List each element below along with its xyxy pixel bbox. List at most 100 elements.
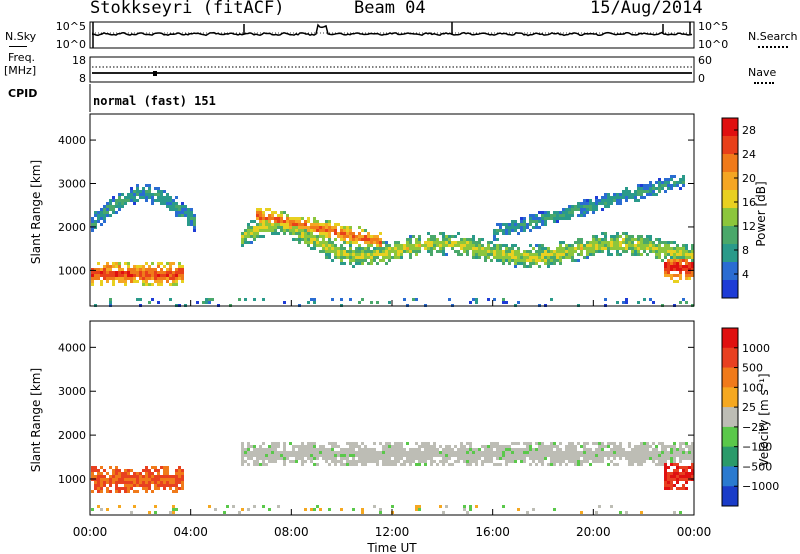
cell-1172 xyxy=(547,256,550,259)
cell-307 xyxy=(175,271,178,274)
cell-349 xyxy=(301,463,304,466)
cell-267 xyxy=(166,196,169,199)
cell-613 xyxy=(424,445,427,448)
cell-534 xyxy=(388,454,391,457)
cell-881 xyxy=(553,457,556,460)
cell-79 xyxy=(124,478,127,481)
cell-650 xyxy=(343,247,346,250)
cell-888 xyxy=(556,454,559,457)
cell-651 xyxy=(442,457,445,460)
cell-1537 xyxy=(658,238,661,241)
cell-1650 xyxy=(682,265,685,268)
cell-1047 xyxy=(511,253,514,256)
cell-377 xyxy=(244,241,247,244)
cell-380 xyxy=(316,454,319,457)
cell-825 xyxy=(529,442,532,445)
cell-988 xyxy=(493,298,496,301)
cell-868 xyxy=(547,463,550,466)
cell-1026 xyxy=(505,253,508,256)
cell-562 xyxy=(319,223,322,226)
cell-1278 xyxy=(580,253,583,256)
cell-1169 xyxy=(679,442,682,445)
cell-168 xyxy=(136,298,139,301)
cell-789 xyxy=(508,460,511,463)
cell-588 xyxy=(412,460,415,463)
cell-499 xyxy=(373,451,376,454)
cell-966 xyxy=(484,259,487,262)
cell-447 xyxy=(349,454,352,457)
cell-1285 xyxy=(583,244,586,247)
cell-327 xyxy=(292,445,295,448)
cell-522 xyxy=(385,442,388,445)
cell-936 xyxy=(580,451,583,454)
cell-430 xyxy=(340,508,343,511)
cell-502 xyxy=(373,460,376,463)
cell-964 xyxy=(595,442,598,445)
cell-139 xyxy=(148,511,151,514)
cell-84 xyxy=(112,274,115,277)
cell-1375 xyxy=(610,241,613,244)
cell-1063 xyxy=(517,226,520,229)
cell-244 xyxy=(157,283,160,286)
cell-1020 xyxy=(622,448,625,451)
cell-627 xyxy=(430,448,433,451)
cell-421 xyxy=(337,451,340,454)
cell-76 xyxy=(112,196,115,199)
cell-1204 xyxy=(559,217,562,220)
cell-1059 xyxy=(640,460,643,463)
cell-49 xyxy=(103,274,106,277)
cell-311 xyxy=(175,283,178,286)
cell-1111 xyxy=(532,214,535,217)
cell-380 xyxy=(247,226,250,229)
cell-335 xyxy=(184,205,187,208)
cell-742 xyxy=(370,256,373,259)
cell-799 xyxy=(394,253,397,256)
cell-86 xyxy=(127,475,130,478)
cell-400 xyxy=(256,214,259,217)
cell-306 xyxy=(277,454,280,457)
cell-1266 xyxy=(577,259,580,262)
cell-835 xyxy=(415,238,418,241)
cell-752 xyxy=(373,256,376,259)
cell-1148 xyxy=(541,244,544,247)
cell-270 xyxy=(262,448,265,451)
cell-1661 xyxy=(685,268,688,271)
cell-206 xyxy=(148,196,151,199)
cell-1091 xyxy=(658,442,661,445)
cell-1215 xyxy=(562,214,565,217)
cell-450 xyxy=(274,229,277,232)
cell-642 xyxy=(436,463,439,466)
cell-74 xyxy=(121,481,124,484)
cell-1623 xyxy=(676,274,679,277)
cell-1190 xyxy=(682,475,685,478)
cell-264 xyxy=(259,448,262,451)
cell-913 xyxy=(568,457,571,460)
cell-32 xyxy=(100,214,103,217)
cell-1400 xyxy=(619,193,622,196)
cell-389 xyxy=(250,235,253,238)
cell-996 xyxy=(610,448,613,451)
cell-103 xyxy=(118,262,121,265)
cell-1415 xyxy=(622,247,625,250)
cell-653 xyxy=(343,256,346,259)
cell-1540 xyxy=(658,247,661,250)
cell-552 xyxy=(313,298,316,301)
cell-1060 xyxy=(640,463,643,466)
cell-1212 xyxy=(688,472,691,475)
cell-948 xyxy=(586,442,589,445)
cell-802 xyxy=(397,244,400,247)
cell-569 xyxy=(403,451,406,454)
cell-1574 xyxy=(667,250,670,253)
cell-368 xyxy=(310,460,313,463)
cell-856 xyxy=(541,457,544,460)
cell-207 xyxy=(148,265,151,268)
cell-301 xyxy=(175,202,178,205)
cell-869 xyxy=(433,244,436,247)
cell-840 xyxy=(415,253,418,256)
cell-80 xyxy=(112,211,115,214)
cell-763 xyxy=(376,301,379,304)
cell-718 xyxy=(475,448,478,451)
cell-290 xyxy=(271,445,274,448)
